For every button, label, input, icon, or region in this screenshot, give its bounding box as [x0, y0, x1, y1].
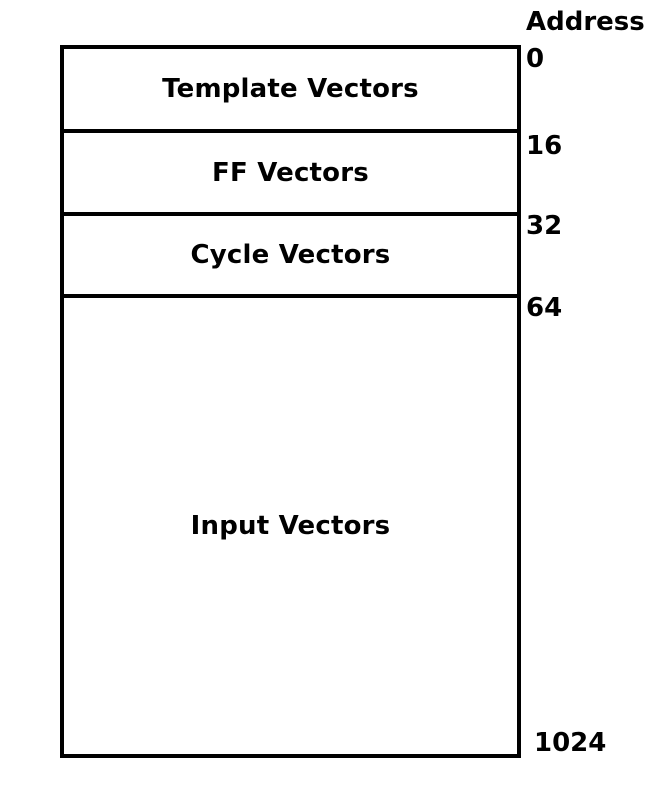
- address-label: 16: [526, 131, 563, 161]
- address-header: Address: [526, 7, 645, 37]
- region-cycle-vectors: Cycle Vectors: [64, 216, 517, 294]
- divider: [64, 212, 517, 216]
- divider: [64, 129, 517, 133]
- region-ff-vectors: FF Vectors: [64, 133, 517, 212]
- region-template-vectors: Template Vectors: [64, 49, 517, 129]
- address-label: 64: [526, 293, 563, 323]
- address-label: 0: [526, 44, 545, 74]
- address-label: 32: [526, 211, 563, 241]
- divider: [64, 294, 517, 298]
- region-label: Template Vectors: [162, 74, 419, 104]
- address-label: 1024: [534, 728, 607, 758]
- region-label: FF Vectors: [212, 157, 369, 188]
- region-label: Input Vectors: [190, 511, 391, 541]
- region-input-vectors: Input Vectors: [64, 298, 517, 754]
- region-label: Cycle Vectors: [190, 240, 391, 270]
- memory-map-box: Template Vectors FF Vectors Cycle Vector…: [60, 45, 521, 758]
